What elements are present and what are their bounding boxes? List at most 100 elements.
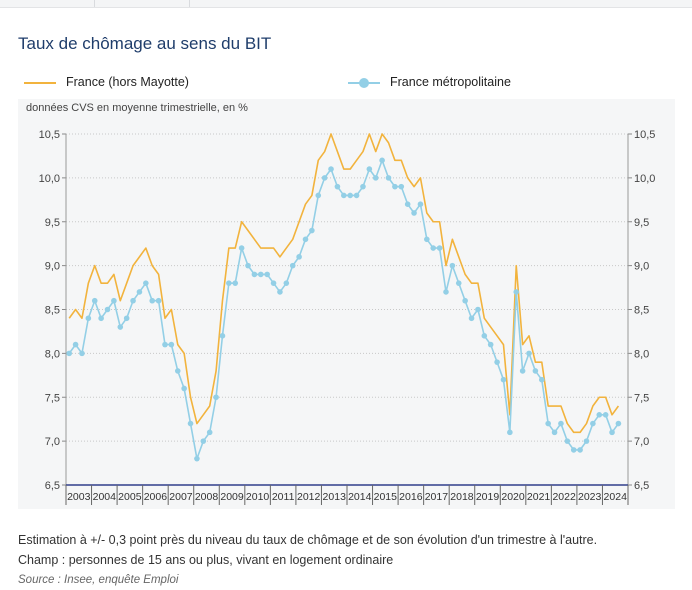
data-point-metro — [436, 245, 443, 251]
data-point-metro — [117, 324, 124, 330]
data-point-metro — [481, 333, 488, 339]
data-point-metro — [79, 350, 85, 357]
data-point-metro — [462, 297, 468, 304]
data-point-metro — [143, 280, 149, 286]
data-point-metro — [551, 429, 558, 436]
data-point-metro — [526, 350, 532, 357]
y-tick-label-right: 9,5 — [634, 217, 649, 229]
top-tab-strip — [0, 0, 692, 8]
data-point-metro — [174, 368, 181, 374]
data-point-metro — [98, 315, 104, 322]
data-point-metro — [353, 192, 360, 199]
tab[interactable] — [0, 0, 95, 7]
y-tick-label-left: 9,0 — [45, 261, 60, 273]
data-point-metro — [289, 262, 296, 269]
x-tick-label: 2003 — [67, 491, 91, 503]
data-point-metro — [519, 368, 526, 374]
data-point-metro — [302, 236, 309, 243]
x-tick-label: 2006 — [144, 491, 168, 503]
y-tick-label-right: 7,5 — [634, 392, 649, 404]
x-tick-label: 2015 — [374, 491, 398, 503]
data-point-metro — [577, 447, 583, 453]
data-point-metro — [277, 289, 283, 295]
data-point-metro — [385, 175, 392, 181]
data-point-metro — [545, 420, 551, 427]
data-point-metro — [91, 297, 98, 304]
data-point-metro — [360, 183, 366, 190]
y-tick-label-left: 10,0 — [39, 173, 60, 185]
chart-title: Taux de chômage au sens du BIT — [18, 34, 272, 53]
y-tick-label-right: 6,5 — [634, 480, 649, 492]
data-point-metro — [341, 192, 347, 199]
data-point-metro — [213, 394, 219, 401]
data-point-metro — [564, 438, 571, 444]
data-point-metro — [455, 280, 462, 286]
x-tick-label: 2023 — [578, 491, 602, 503]
data-point-metro — [200, 438, 207, 444]
x-tick-label: 2024 — [604, 491, 628, 503]
x-tick-label: 2004 — [93, 491, 117, 503]
x-tick-label: 2017 — [425, 491, 449, 503]
legend-item-france[interactable]: France (hors Mayotte) — [24, 75, 254, 95]
x-tick-label: 2010 — [246, 491, 270, 503]
y-tick-label-left: 7,5 — [45, 392, 60, 404]
data-point-metro — [270, 280, 277, 286]
data-point-metro — [123, 315, 130, 322]
data-point-metro — [257, 271, 264, 278]
data-point-metro — [111, 297, 117, 304]
x-tick-label: 2007 — [169, 491, 193, 503]
x-tick-label: 2021 — [527, 491, 551, 503]
data-point-metro — [309, 227, 315, 234]
y-tick-label-right: 8,5 — [634, 305, 649, 317]
x-tick-label: 2019 — [476, 491, 500, 503]
y-tick-label-left: 8,0 — [45, 348, 60, 360]
data-point-metro — [609, 429, 615, 436]
x-tick-label: 2013 — [323, 491, 347, 503]
legend-label-france: France (hors Mayotte) — [66, 75, 189, 89]
x-tick-label: 2011 — [272, 491, 295, 503]
note-estimation: Estimation à +/- 0,3 point près du nivea… — [18, 533, 598, 547]
series-line-france — [68, 133, 620, 434]
y-tick-label-right: 8,0 — [634, 348, 649, 360]
data-point-metro — [85, 315, 92, 322]
data-point-metro — [596, 412, 603, 418]
note-source: Source : Insee, enquête Emploi — [18, 574, 179, 586]
data-point-metro — [66, 350, 72, 357]
data-point-metro — [136, 289, 143, 295]
legend-item-metro[interactable]: France métropolitaine — [348, 75, 578, 95]
data-point-metro — [168, 341, 175, 348]
data-point-metro — [507, 429, 513, 436]
data-point-metro — [372, 175, 379, 181]
data-point-metro — [366, 166, 373, 172]
tab[interactable] — [95, 0, 190, 7]
data-point-metro — [392, 183, 398, 190]
data-point-metro — [404, 201, 411, 207]
data-point-metro — [411, 210, 417, 216]
data-point-metro — [615, 420, 622, 427]
data-point-metro — [532, 368, 539, 374]
x-tick-label: 2005 — [118, 491, 142, 503]
data-point-metro — [283, 280, 290, 286]
x-tick-label: 2018 — [450, 491, 474, 503]
legend-label-metro: France métropolitaine — [390, 75, 511, 89]
data-point-metro — [162, 341, 168, 348]
data-point-metro — [104, 306, 111, 313]
data-point-metro — [379, 157, 385, 164]
data-point-metro — [206, 429, 213, 436]
data-point-metro — [251, 271, 258, 278]
x-tick-label: 2016 — [399, 491, 423, 503]
data-point-metro — [219, 333, 226, 339]
data-point-metro — [602, 412, 609, 418]
x-tick-label: 2008 — [195, 491, 219, 503]
data-point-metro — [583, 438, 590, 444]
data-point-metro — [72, 341, 79, 348]
data-point-metro — [347, 192, 353, 199]
data-point-metro — [513, 289, 520, 295]
data-point-metro — [468, 315, 475, 322]
data-point-metro — [424, 236, 430, 243]
y-tick-label-left: 10,5 — [39, 129, 60, 141]
data-point-metro — [194, 455, 200, 462]
note-champ: Champ : personnes de 15 ans ou plus, viv… — [18, 553, 394, 567]
x-tick-label: 2020 — [501, 491, 525, 503]
data-point-metro — [538, 376, 545, 383]
